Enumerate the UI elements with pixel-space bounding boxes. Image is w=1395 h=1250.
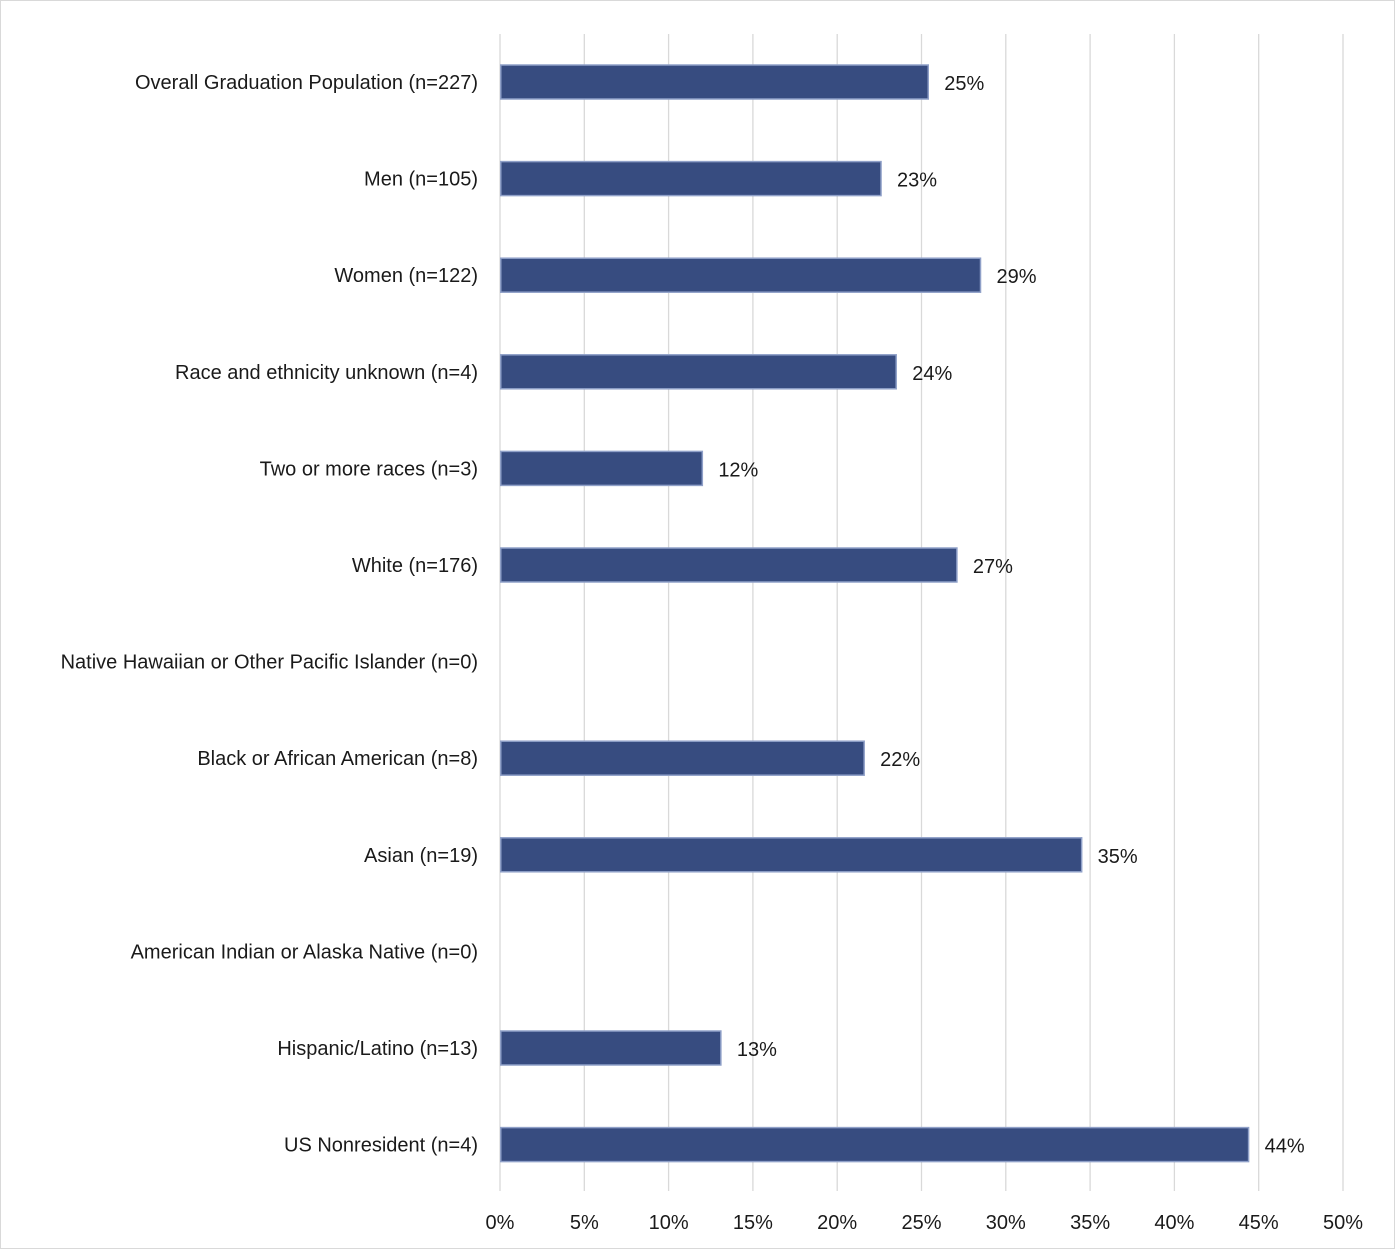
category-label: Hispanic/Latino (n=13) [277, 1038, 478, 1060]
bar [500, 837, 1083, 873]
x-tick-label: 10% [649, 1212, 689, 1234]
data-label: 29% [997, 266, 1037, 288]
data-labels: 25% 23% 29% 24% 12% 27% 22% 35% 13% 44% [718, 73, 1305, 1158]
category-labels: Overall Graduation Population (n=227) Men… [61, 72, 478, 1157]
x-tick-label: 0% [486, 1212, 515, 1234]
category-label: Asian (n=19) [364, 845, 478, 867]
bar [500, 160, 882, 197]
x-tick-label: 35% [1070, 1212, 1110, 1234]
x-tick-label: 25% [901, 1212, 941, 1234]
category-label: White (n=176) [352, 555, 478, 577]
bar [500, 547, 958, 583]
data-label: 25% [944, 73, 984, 95]
category-label: Men (n=105) [364, 169, 478, 191]
data-label: 24% [912, 363, 952, 385]
category-label: Black or African American (n=8) [197, 748, 478, 770]
data-label: 35% [1098, 846, 1138, 868]
x-tick-label: 40% [1154, 1212, 1194, 1234]
category-label: American Indian or Alaska Native (n=0) [131, 941, 478, 963]
data-label: 27% [973, 556, 1013, 578]
gridlines [499, 34, 1344, 1191]
x-axis-tick-labels: 0% 5% 10% 15% 20% 25% 30% 35% 40% 45% 50% [486, 1212, 1364, 1234]
bar [500, 1126, 1250, 1163]
data-label: 44% [1265, 1136, 1305, 1158]
category-label: Overall Graduation Population (n=227) [135, 72, 478, 94]
data-label: 13% [737, 1039, 777, 1061]
x-tick-label: 15% [733, 1212, 773, 1234]
x-tick-label: 45% [1239, 1212, 1279, 1234]
bar [500, 1030, 722, 1066]
data-label: 23% [897, 170, 937, 192]
bar [500, 64, 929, 100]
x-tick-label: 50% [1323, 1212, 1363, 1234]
bar [500, 740, 865, 776]
bars [500, 64, 1250, 1163]
bar [500, 354, 897, 390]
x-tick-label: 5% [570, 1212, 599, 1234]
category-label: Native Hawaiian or Other Pacific Islande… [61, 652, 478, 674]
bar [500, 257, 982, 293]
category-label: US Nonresident (n=4) [284, 1135, 478, 1157]
category-label: Women (n=122) [334, 265, 478, 287]
bar [500, 450, 704, 487]
category-label: Two or more races (n=3) [260, 458, 478, 480]
x-tick-label: 20% [817, 1212, 857, 1234]
data-label: 22% [880, 749, 920, 771]
x-tick-label: 30% [986, 1212, 1026, 1234]
category-label: Race and ethnicity unknown (n=4) [175, 362, 478, 384]
data-label: 12% [718, 459, 758, 481]
